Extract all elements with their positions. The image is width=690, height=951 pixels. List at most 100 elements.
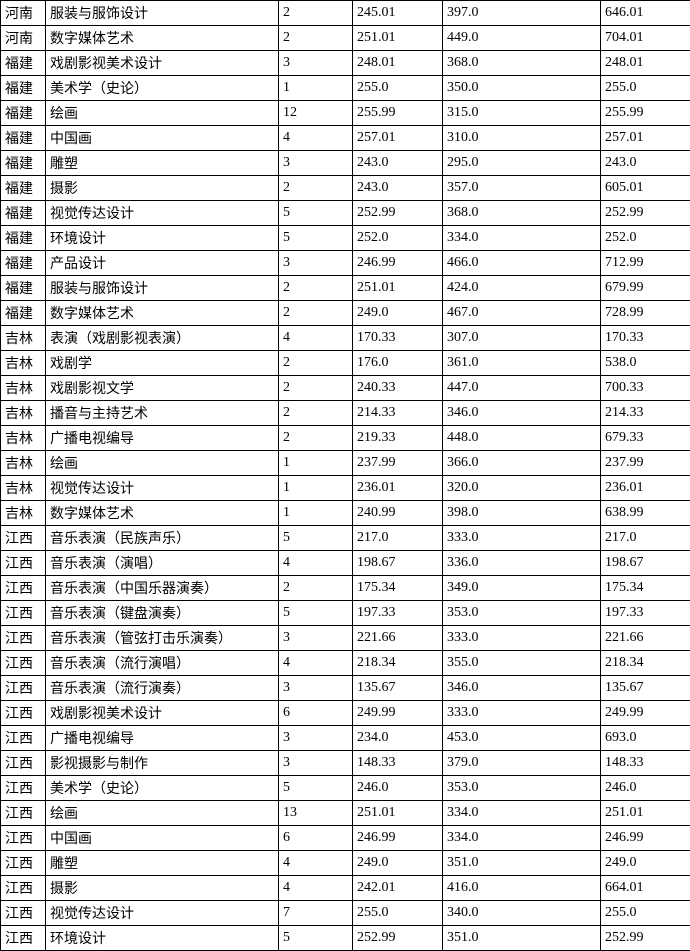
table-row: 江西广播电视编导3234.0453.0693.0 <box>1 726 690 751</box>
cell-col-province: 江西 <box>1 801 46 826</box>
table-row: 江西美术学（史论）5246.0353.0246.0 <box>1 776 690 801</box>
cell-col-count: 5 <box>279 226 353 251</box>
cell-col-score2: 357.0 <box>443 176 601 201</box>
cell-col-score1: 242.01 <box>353 876 443 901</box>
cell-col-score1: 252.99 <box>353 201 443 226</box>
cell-col-count: 1 <box>279 501 353 526</box>
cell-col-province: 江西 <box>1 551 46 576</box>
table-row: 河南数字媒体艺术2251.01449.0704.01 <box>1 26 690 51</box>
table-row: 福建美术学（史论）1255.0350.0255.0 <box>1 76 690 101</box>
cell-col-score3: 646.01 <box>601 1 690 26</box>
cell-col-major: 数字媒体艺术 <box>46 501 279 526</box>
table-row: 江西视觉传达设计7255.0340.0255.0 <box>1 901 690 926</box>
cell-col-score2: 307.0 <box>443 326 601 351</box>
cell-col-score2: 351.0 <box>443 926 601 951</box>
cell-col-score2: 355.0 <box>443 651 601 676</box>
cell-col-province: 福建 <box>1 301 46 326</box>
cell-col-score1: 246.99 <box>353 251 443 276</box>
cell-col-province: 江西 <box>1 901 46 926</box>
cell-col-major: 产品设计 <box>46 251 279 276</box>
cell-col-score2: 340.0 <box>443 901 601 926</box>
cell-col-major: 中国画 <box>46 126 279 151</box>
cell-col-province: 江西 <box>1 601 46 626</box>
cell-col-score3: 252.99 <box>601 926 690 951</box>
cell-col-count: 4 <box>279 651 353 676</box>
cell-col-score1: 175.34 <box>353 576 443 601</box>
cell-col-province: 江西 <box>1 626 46 651</box>
cell-col-score3: 218.34 <box>601 651 690 676</box>
cell-col-score1: 252.99 <box>353 926 443 951</box>
cell-col-score2: 366.0 <box>443 451 601 476</box>
cell-col-province: 福建 <box>1 51 46 76</box>
table-row: 福建产品设计3246.99466.0712.99 <box>1 251 690 276</box>
cell-col-major: 视觉传达设计 <box>46 901 279 926</box>
cell-col-province: 江西 <box>1 876 46 901</box>
cell-col-score2: 346.0 <box>443 676 601 701</box>
cell-col-score3: 638.99 <box>601 501 690 526</box>
cell-col-province: 吉林 <box>1 476 46 501</box>
cell-col-major: 数字媒体艺术 <box>46 26 279 51</box>
table-row: 江西音乐表演（键盘演奏）5197.33353.0197.33 <box>1 601 690 626</box>
cell-col-score2: 416.0 <box>443 876 601 901</box>
cell-col-score1: 198.67 <box>353 551 443 576</box>
cell-col-count: 2 <box>279 276 353 301</box>
cell-col-count: 3 <box>279 251 353 276</box>
cell-col-major: 音乐表演（流行演唱） <box>46 651 279 676</box>
cell-col-score3: 679.99 <box>601 276 690 301</box>
table-row: 江西雕塑4249.0351.0249.0 <box>1 851 690 876</box>
cell-col-count: 4 <box>279 126 353 151</box>
cell-col-score3: 170.33 <box>601 326 690 351</box>
cell-col-major: 绘画 <box>46 451 279 476</box>
cell-col-score3: 148.33 <box>601 751 690 776</box>
cell-col-score3: 214.33 <box>601 401 690 426</box>
cell-col-score2: 368.0 <box>443 51 601 76</box>
table-row: 吉林绘画1237.99366.0237.99 <box>1 451 690 476</box>
cell-col-score3: 712.99 <box>601 251 690 276</box>
cell-col-major: 美术学（史论） <box>46 776 279 801</box>
cell-col-score1: 243.0 <box>353 151 443 176</box>
cell-col-major: 音乐表演（键盘演奏） <box>46 601 279 626</box>
cell-col-major: 美术学（史论） <box>46 76 279 101</box>
table-row: 福建绘画12255.99315.0255.99 <box>1 101 690 126</box>
table-row: 福建视觉传达设计5252.99368.0252.99 <box>1 201 690 226</box>
cell-col-province: 江西 <box>1 926 46 951</box>
cell-col-score3: 198.67 <box>601 551 690 576</box>
cell-col-count: 3 <box>279 626 353 651</box>
cell-col-count: 3 <box>279 151 353 176</box>
cell-col-province: 福建 <box>1 126 46 151</box>
cell-col-province: 吉林 <box>1 351 46 376</box>
cell-col-score1: 214.33 <box>353 401 443 426</box>
cell-col-count: 4 <box>279 851 353 876</box>
cell-col-count: 4 <box>279 876 353 901</box>
cell-col-score3: 251.01 <box>601 801 690 826</box>
cell-col-score3: 243.0 <box>601 151 690 176</box>
cell-col-province: 吉林 <box>1 376 46 401</box>
cell-col-score1: 246.0 <box>353 776 443 801</box>
cell-col-major: 摄影 <box>46 176 279 201</box>
table-row: 江西音乐表演（流行演奏）3135.67346.0135.67 <box>1 676 690 701</box>
cell-col-major: 数字媒体艺术 <box>46 301 279 326</box>
cell-col-count: 7 <box>279 901 353 926</box>
cell-col-score1: 243.0 <box>353 176 443 201</box>
cell-col-score3: 221.66 <box>601 626 690 651</box>
cell-col-score1: 255.99 <box>353 101 443 126</box>
cell-col-count: 2 <box>279 351 353 376</box>
cell-col-count: 3 <box>279 726 353 751</box>
table-row: 福建数字媒体艺术2249.0467.0728.99 <box>1 301 690 326</box>
cell-col-score2: 353.0 <box>443 776 601 801</box>
cell-col-score1: 255.0 <box>353 76 443 101</box>
cell-col-count: 13 <box>279 801 353 826</box>
cell-col-score1: 176.0 <box>353 351 443 376</box>
cell-col-score2: 353.0 <box>443 601 601 626</box>
cell-col-count: 5 <box>279 926 353 951</box>
cell-col-major: 雕塑 <box>46 151 279 176</box>
cell-col-score2: 334.0 <box>443 826 601 851</box>
cell-col-score3: 679.33 <box>601 426 690 451</box>
cell-col-major: 绘画 <box>46 801 279 826</box>
cell-col-count: 5 <box>279 201 353 226</box>
cell-col-score3: 135.67 <box>601 676 690 701</box>
cell-col-province: 福建 <box>1 276 46 301</box>
table-row: 吉林广播电视编导2219.33448.0679.33 <box>1 426 690 451</box>
cell-col-province: 福建 <box>1 101 46 126</box>
cell-col-score1: 240.33 <box>353 376 443 401</box>
